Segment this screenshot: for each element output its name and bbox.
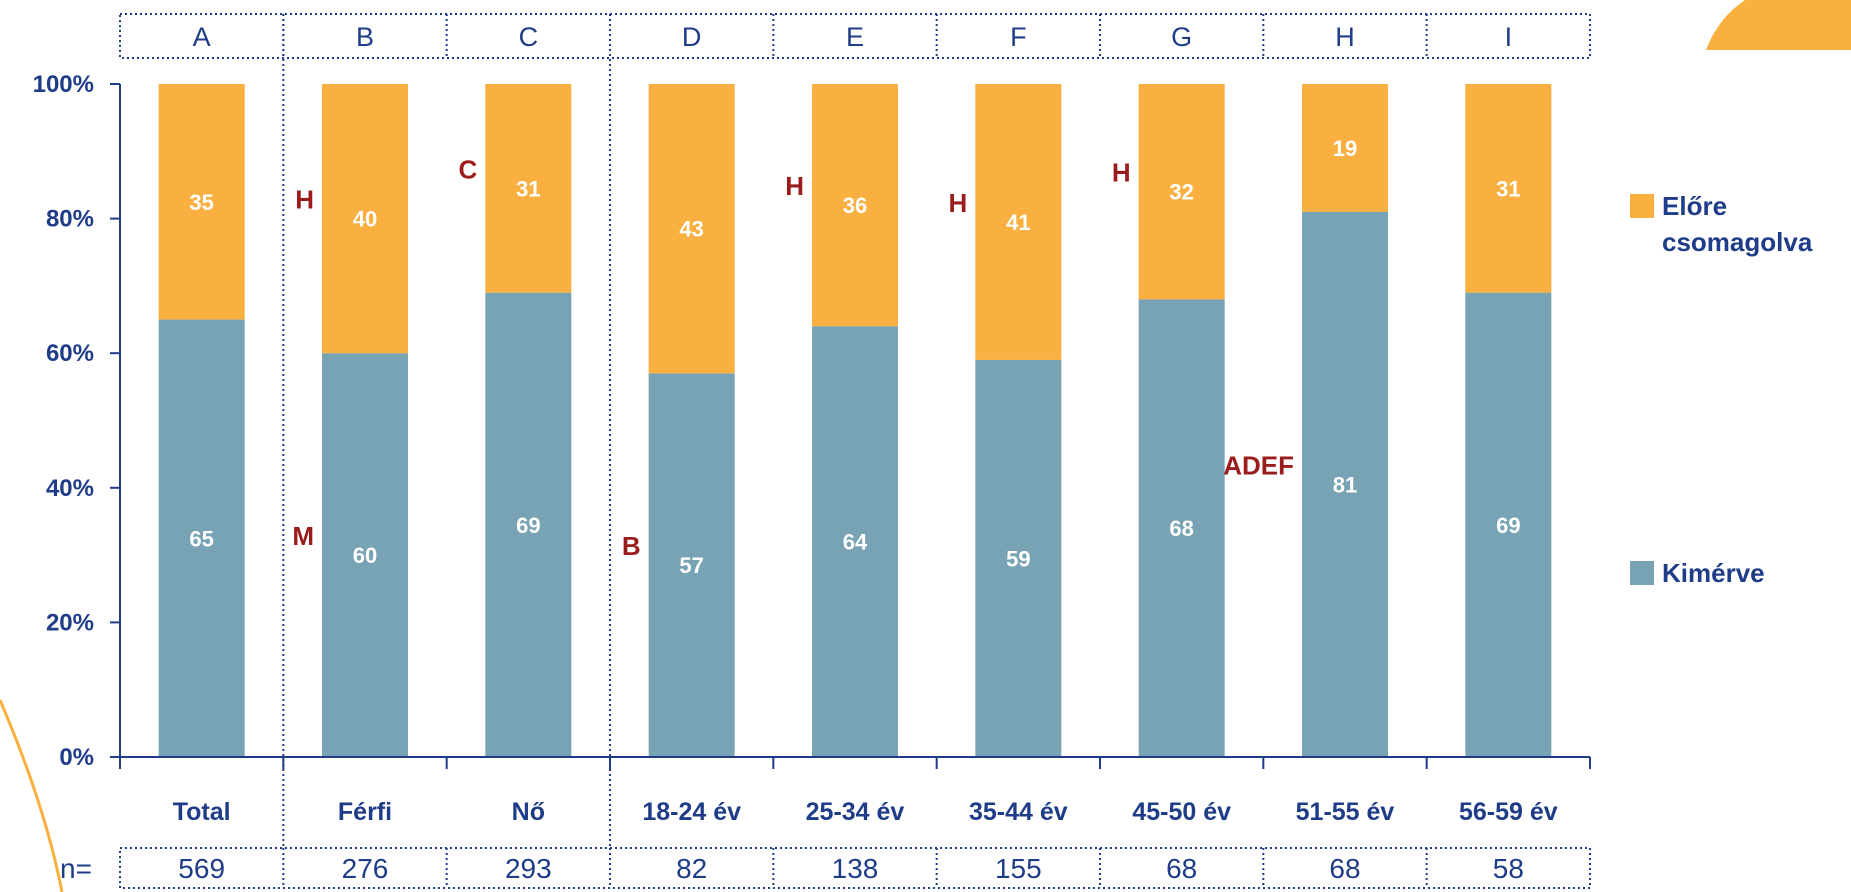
y-axis: 0% 20% 40% 60% 80% 100% (33, 71, 121, 771)
category-label: 35-44 év (969, 798, 1068, 826)
column-letter: G (1171, 22, 1192, 52)
category-label: 56-59 év (1459, 798, 1558, 826)
sample-size-value: 293 (505, 853, 552, 884)
bar-segment (158, 84, 245, 320)
sample-size-value: 68 (1166, 853, 1197, 884)
legend-label: csomagolva (1662, 227, 1813, 257)
category-label: 25-34 év (806, 798, 905, 826)
y-tick-label: 100% (33, 71, 94, 98)
bar-segment (1302, 211, 1388, 757)
data-label: 41 (1006, 210, 1030, 235)
sample-size-value: 82 (676, 853, 707, 884)
data-label: 40 (353, 207, 377, 232)
significance-letter: ADEF (1223, 450, 1294, 480)
significance-letter: H (785, 171, 804, 201)
data-label: 69 (516, 513, 540, 538)
significance-letter: H (949, 188, 968, 218)
data-label: 31 (1496, 176, 1520, 201)
bar-segment (812, 326, 898, 757)
bar-segment (975, 359, 1062, 757)
bar-segment (1465, 84, 1552, 293)
value-labels: 65 35 60 40 69 31 57 43 64 36 59 41 68 32 81 19 69 31 (189, 136, 1520, 578)
bar-segment (975, 84, 1062, 360)
bar-segment (812, 84, 898, 327)
y-tick-label: 40% (46, 475, 94, 502)
bars (158, 84, 1552, 757)
legend-swatch (1630, 561, 1654, 585)
legend: Előre csomagolva Kimérve (1630, 191, 1813, 588)
column-letter: A (193, 22, 211, 52)
data-label: 65 (189, 526, 213, 551)
data-label: 36 (843, 193, 867, 218)
column-letter: F (1010, 22, 1027, 52)
category-label: Férfi (338, 798, 392, 826)
column-letter: D (682, 22, 702, 52)
significance-letter: C (459, 154, 478, 184)
column-letter: E (846, 22, 864, 52)
sample-size-value: 58 (1493, 853, 1524, 884)
sample-size-value: 68 (1329, 853, 1360, 884)
sample-size-prefix: n= (60, 853, 92, 884)
bar-segment (158, 319, 245, 757)
legend-label: Előre (1662, 191, 1727, 221)
significance-labels: M B ADEF H C H H H (292, 154, 1294, 561)
x-axis: Total Férfi Nő 18-24 év 25-34 év 35-44 év 45-5… (119, 14, 1591, 848)
data-label: 69 (1496, 513, 1520, 538)
column-letter: H (1335, 22, 1355, 52)
bar-segment (322, 353, 408, 757)
legend-swatch (1630, 194, 1654, 218)
bar-segment (648, 373, 735, 757)
significance-letter: M (292, 521, 314, 551)
column-letter-frame (119, 13, 1591, 59)
y-tick-label: 0% (59, 744, 94, 771)
data-label: 32 (1169, 180, 1193, 205)
decorative-accent-shape (1706, 0, 1851, 50)
bar-segment (1465, 292, 1552, 757)
column-letter: I (1505, 22, 1513, 52)
category-label: Nő (512, 798, 545, 826)
data-label: 59 (1006, 546, 1030, 571)
decorative-accent-curve (0, 699, 64, 892)
bar-segment (1138, 84, 1225, 300)
y-tick-label: 80% (46, 206, 94, 233)
legend-label: Kimérve (1662, 558, 1765, 588)
data-label: 43 (679, 217, 703, 242)
category-label: Total (173, 798, 231, 826)
significance-letter: H (295, 185, 314, 215)
bar-segment (1138, 299, 1225, 757)
y-tick-label: 20% (46, 609, 94, 636)
data-label: 68 (1169, 516, 1193, 541)
data-label: 81 (1333, 472, 1357, 497)
bar-segment (485, 292, 572, 757)
data-label: 19 (1333, 136, 1357, 161)
bar-segment (1302, 84, 1388, 212)
significance-letter: B (622, 531, 641, 561)
data-label: 31 (516, 176, 540, 201)
column-letter: C (519, 22, 539, 52)
sample-size-value: 155 (995, 853, 1042, 884)
category-label: 45-50 év (1132, 798, 1231, 826)
column-letter: B (356, 22, 374, 52)
sample-size-value: 138 (832, 853, 879, 884)
sample-size-value: 276 (342, 853, 389, 884)
column-letter-row: A B C D E F G H I (119, 13, 1591, 59)
sample-size-row: n= 569 276 293 82 138 155 68 68 58 (60, 847, 1591, 889)
bar-segment (485, 84, 572, 293)
sample-size-frame (119, 847, 1591, 889)
data-label: 57 (679, 553, 703, 578)
data-label: 60 (353, 543, 377, 568)
category-label: 51-55 év (1296, 798, 1395, 826)
y-tick-label: 60% (46, 340, 94, 367)
sample-size-value: 569 (178, 853, 225, 884)
significance-letter: H (1112, 158, 1131, 188)
bar-segment (322, 84, 408, 354)
data-label: 35 (189, 190, 213, 215)
data-label: 64 (843, 530, 868, 555)
bar-segment (648, 84, 735, 374)
category-label: 18-24 év (642, 798, 741, 826)
